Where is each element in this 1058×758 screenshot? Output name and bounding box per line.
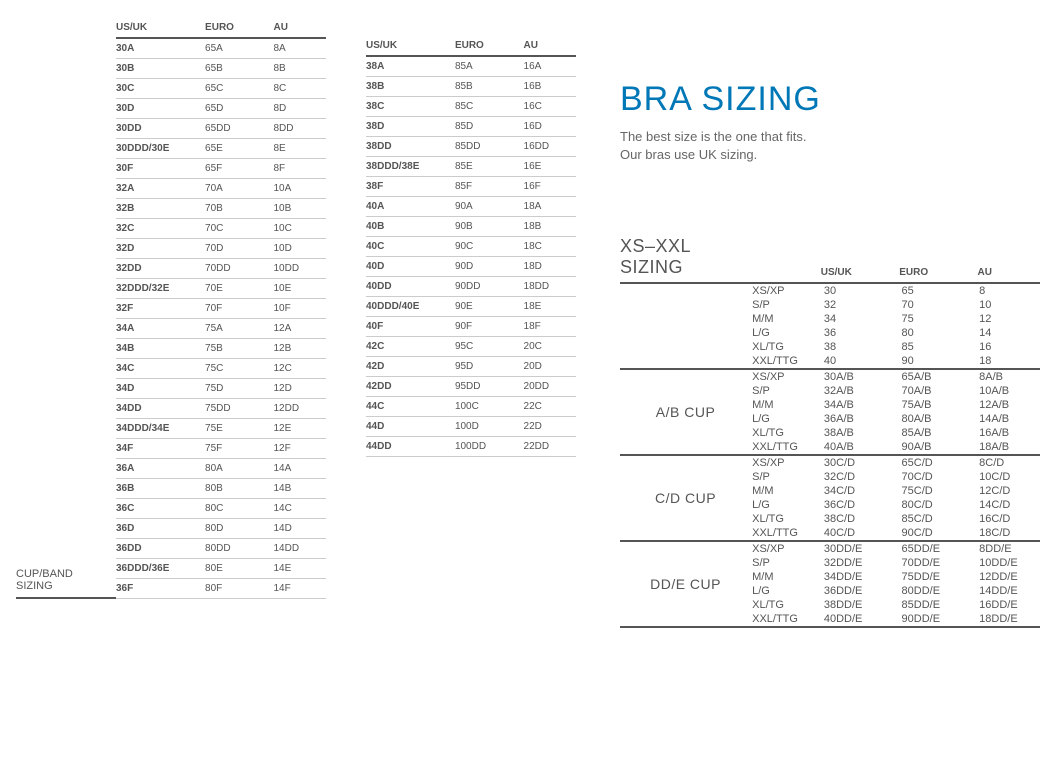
table-row: 32C70C10C — [116, 219, 326, 239]
table-row: 38D85D16D — [366, 117, 576, 137]
table-row: 38A85A16A — [366, 56, 576, 77]
table-row: 44C100C22C — [366, 397, 576, 417]
xs-xxl-title: XS–XXL SIZING — [620, 236, 750, 284]
table-row: 34DD75DD12DD — [116, 399, 326, 419]
table-row: 34DDD/34E75E12E — [116, 419, 326, 439]
cupband-table-mid: US/UK EURO AU 38A85A16A38B85B16B38C85C16… — [366, 36, 576, 457]
main-title-section: BRA SIZING The best size is the one that… — [620, 80, 1040, 165]
page-title: BRA SIZING — [620, 80, 1040, 119]
th-euro: EURO — [205, 18, 273, 38]
th-au: AU — [273, 18, 326, 38]
th-usuk: US/UK — [821, 263, 899, 283]
table-row: 42DD95DD20DD — [366, 377, 576, 397]
table-row: 32D70D10D — [116, 239, 326, 259]
table-row: 30B65B8B — [116, 59, 326, 79]
table-row: 38F85F16F — [366, 177, 576, 197]
table-row: 32DD70DD10DD — [116, 259, 326, 279]
table-row: 44DD100DD22DD — [366, 437, 576, 457]
cupband-section: CUP/BAND SIZING US/UK EURO AU 30A65A8A30… — [16, 18, 336, 599]
th-usuk: US/UK — [116, 18, 205, 38]
table-row: 38C85C16C — [366, 97, 576, 117]
tagline-1: The best size is the one that fits. — [620, 129, 1040, 144]
table-row: 36DD80DD14DD — [116, 539, 326, 559]
xs-xxl-table-header: US/UK EURO AU — [750, 263, 1040, 284]
table-row: 34F75F12F — [116, 439, 326, 459]
th-au: AU — [978, 263, 1040, 283]
table-row: 32A70A10A — [116, 179, 326, 199]
table-row: 34D75D12D — [116, 379, 326, 399]
table-row: 40F90F18F — [366, 317, 576, 337]
table-row: 36C80C14C — [116, 499, 326, 519]
table-row: 42D95D20D — [366, 357, 576, 377]
table-row: 40B90B18B — [366, 217, 576, 237]
table-row: 40C90C18C — [366, 237, 576, 257]
group-label: C/D CUP — [620, 455, 751, 541]
table-row: 32B70B10B — [116, 199, 326, 219]
th-usuk: US/UK — [366, 36, 455, 56]
table-row: 30C65C8C — [116, 79, 326, 99]
table-row: 32DDD/32E70E10E — [116, 279, 326, 299]
table-row: 30D65D8D — [116, 99, 326, 119]
table-row: 36B80B14B — [116, 479, 326, 499]
cupband-table-left: US/UK EURO AU 30A65A8A30B65B8B30C65C8C30… — [116, 18, 326, 599]
table-row: 36DDD/36E80E14E — [116, 559, 326, 579]
table-row: 40DD90DD18DD — [366, 277, 576, 297]
table-row: 38DD85DD16DD — [366, 137, 576, 157]
table-row: 36F80F14F — [116, 579, 326, 599]
table-row: 30F65F8F — [116, 159, 326, 179]
xs-xxl-section: XS–XXL SIZING US/UK EURO AU XS/XP30658S/… — [620, 236, 1040, 628]
cupband-table-mid-section: US/UK EURO AU 38A85A16A38B85B16B38C85C16… — [366, 36, 576, 457]
tagline-2: Our bras use UK sizing. — [620, 147, 1040, 162]
table-row: 38DDD/38E85E16E — [366, 157, 576, 177]
group-label — [620, 284, 751, 369]
table-row: 36D80D14D — [116, 519, 326, 539]
table-row: 40D90D18D — [366, 257, 576, 277]
table-row: 30DD65DD8DD — [116, 119, 326, 139]
table-row: 30A65A8A — [116, 38, 326, 59]
table-row: 30DDD/30E65E8E — [116, 139, 326, 159]
cupband-title: CUP/BAND SIZING — [16, 568, 116, 599]
th-au: AU — [524, 36, 576, 56]
group-label: A/B CUP — [620, 369, 751, 455]
cupband-title-line1: CUP/BAND — [16, 568, 73, 580]
table-row: C/D CUPXS/XP30C/D65C/D8C/D — [620, 455, 1040, 470]
table-row: 38B85B16B — [366, 77, 576, 97]
table-row: 34A75A12A — [116, 319, 326, 339]
th-euro: EURO — [455, 36, 524, 56]
table-row: 44D100D22D — [366, 417, 576, 437]
xs-xxl-table: XS/XP30658S/P327010M/M347512L/G368014XL/… — [620, 284, 1040, 628]
table-row: 32F70F10F — [116, 299, 326, 319]
table-row: DD/E CUPXS/XP30DD/E65DD/E8DD/E — [620, 541, 1040, 556]
group-label: DD/E CUP — [620, 541, 751, 627]
table-row: XS/XP30658 — [620, 284, 1040, 298]
cupband-title-line2: SIZING — [16, 580, 53, 592]
table-row: 40A90A18A — [366, 197, 576, 217]
table-row: A/B CUPXS/XP30A/B65A/B8A/B — [620, 369, 1040, 384]
table-row: 36A80A14A — [116, 459, 326, 479]
table-row: 42C95C20C — [366, 337, 576, 357]
table-row: 40DDD/40E90E18E — [366, 297, 576, 317]
table-row: 34C75C12C — [116, 359, 326, 379]
table-row: 34B75B12B — [116, 339, 326, 359]
th-euro: EURO — [899, 263, 977, 283]
